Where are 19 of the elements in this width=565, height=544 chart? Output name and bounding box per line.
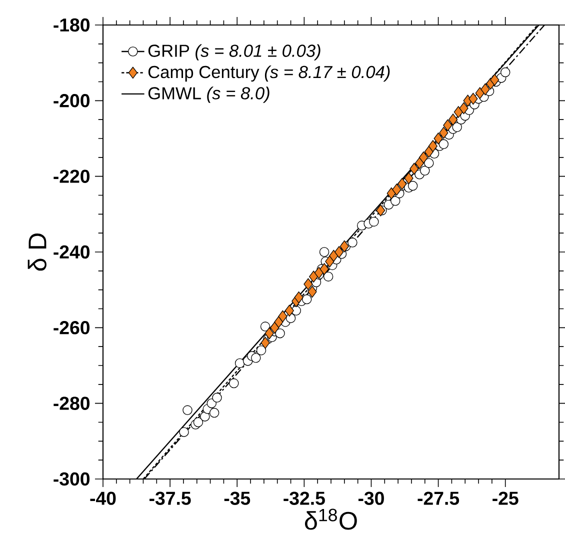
legend-label: GRIP (s = 8.01 ± 0.03) [148, 44, 320, 60]
y-tick-label: -220 [54, 170, 90, 183]
x-tick-label: -35 [224, 492, 250, 505]
x-tick-label: -37.5 [150, 492, 191, 505]
y-tick-label: -280 [54, 396, 90, 410]
legend-label: GMWL (s = 8.0) [148, 86, 270, 103]
x-tick-label: -32.5 [284, 492, 325, 505]
x-axis-title: δ$^{18}$O [304, 508, 357, 530]
legend-label: Camp Century (s = 8.17 ± 0.04) [148, 65, 390, 82]
x-tick-label: -25 [492, 492, 518, 505]
y-tick-label: -180 [54, 18, 90, 32]
y-tick-label: -240 [54, 245, 90, 259]
x-tick-label: -40 [90, 492, 116, 505]
y-tick-label: -300 [54, 472, 90, 486]
x-tick-label: -27.5 [418, 492, 460, 505]
x-tick-label: -30 [358, 492, 384, 505]
y-tick-label: -260 [54, 321, 90, 334]
y-tick-label: -200 [54, 94, 90, 108]
y-axis-title: δ D [28, 234, 46, 271]
